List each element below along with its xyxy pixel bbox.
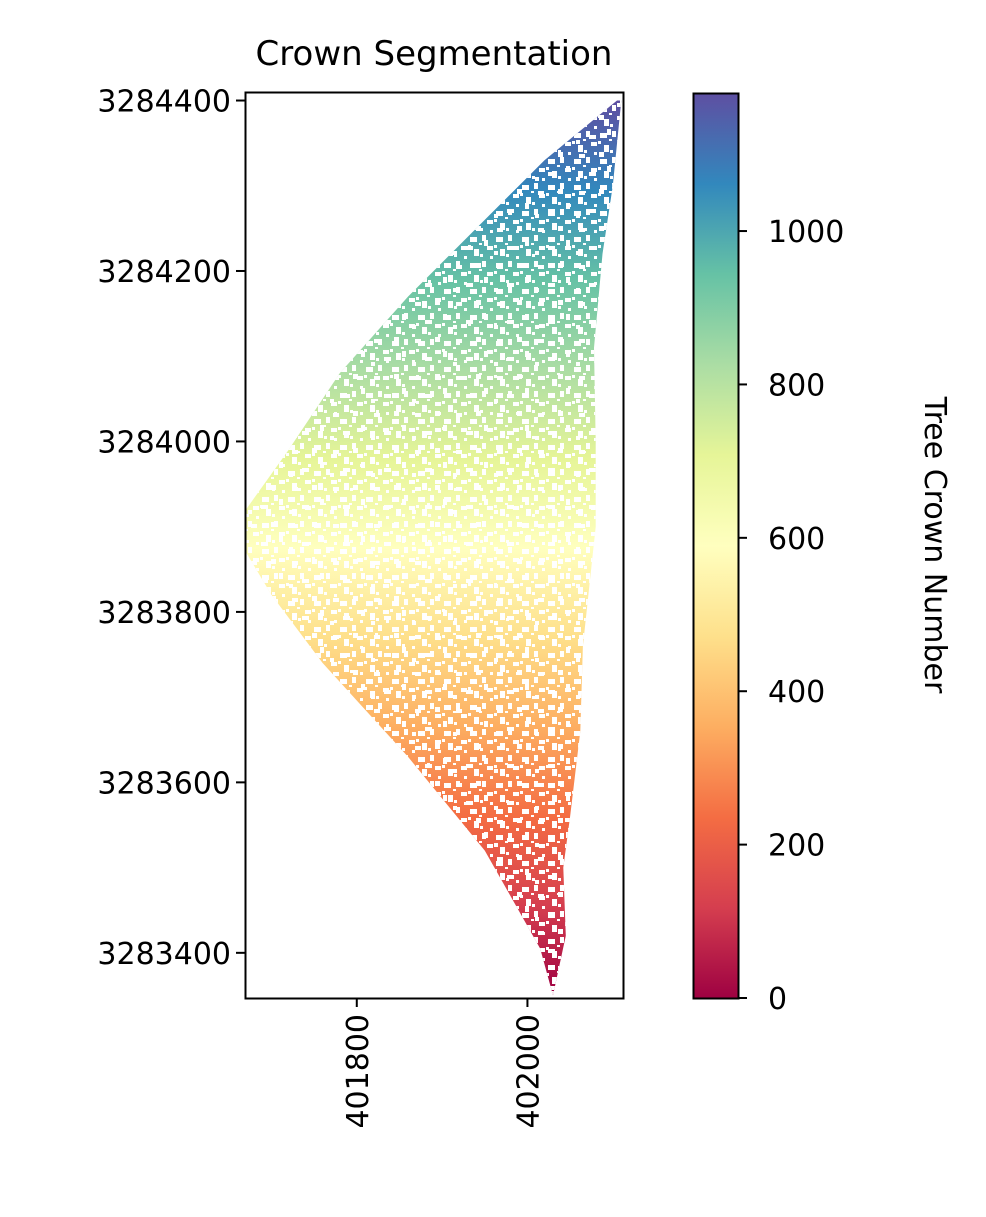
- x-tick-label: 401800: [341, 1014, 376, 1129]
- colorbar-label: Tree Crown Number: [917, 396, 952, 694]
- chart-title: Crown Segmentation: [256, 34, 613, 74]
- colorbar-tick-label: 1000: [768, 215, 844, 250]
- y-axis: 3283400 3283600 3283800 3284000 3284200 32844…: [97, 85, 245, 972]
- colorbar-ticks: 0 200 400 600 800 1000: [738, 215, 844, 1017]
- y-tick-label: 3283800: [97, 596, 231, 631]
- x-tick-label: 402000: [511, 1014, 546, 1129]
- y-tick-label: 3284200: [97, 255, 231, 290]
- x-axis: 401800 402000: [341, 998, 546, 1129]
- colorbar-tick-label: 200: [768, 829, 825, 864]
- colorbar-tick-label: 600: [768, 522, 825, 557]
- y-tick-label: 3283400: [97, 937, 231, 972]
- y-tick-label: 3283600: [97, 766, 231, 801]
- y-tick-label: 3284000: [97, 425, 231, 460]
- colorbar: 0 200 400 600 800 1000 Tree Crown Number: [692, 92, 952, 1017]
- colorbar-tick-label: 400: [768, 675, 825, 710]
- colorbar-tick-label: 0: [768, 982, 787, 1017]
- plot-border: [244, 91, 625, 1000]
- y-tick-label: 3284400: [97, 85, 231, 120]
- colorbar-gradient: [692, 92, 740, 1000]
- colorbar-tick-label: 800: [768, 368, 825, 403]
- plot-area: [244, 91, 625, 1000]
